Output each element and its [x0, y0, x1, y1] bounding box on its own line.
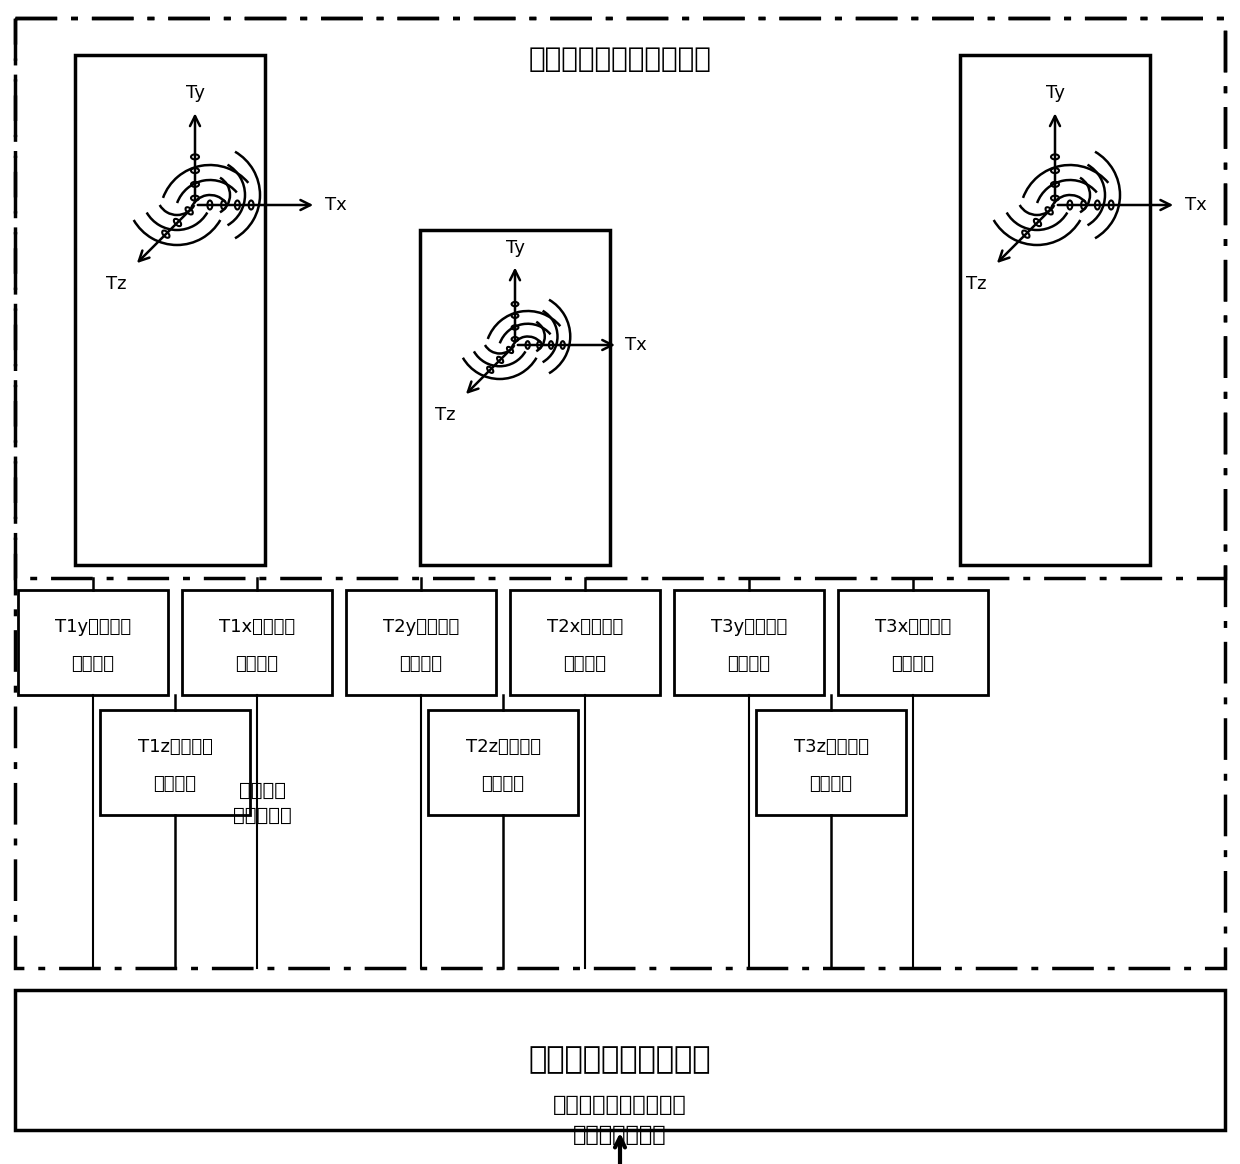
Text: Ty: Ty: [186, 84, 205, 101]
Text: Tz: Tz: [966, 275, 987, 293]
Bar: [15, 17, 1225, 968]
Text: 发生电路: 发生电路: [481, 774, 525, 793]
Text: T1x激励电流: T1x激励电流: [219, 618, 295, 636]
Text: T3x激励电流: T3x激励电流: [875, 618, 951, 636]
Text: 和功率控制指令: 和功率控制指令: [573, 1124, 667, 1145]
Bar: [960, 55, 1149, 565]
Bar: [182, 590, 332, 695]
Text: Tz: Tz: [435, 406, 456, 424]
Text: 发生电路: 发生电路: [563, 654, 606, 673]
Text: Ty: Ty: [1045, 84, 1064, 101]
Bar: [74, 55, 265, 565]
Text: Ty: Ty: [506, 239, 525, 257]
Text: 发生电路: 发生电路: [728, 654, 770, 673]
Bar: [100, 710, 250, 815]
Bar: [19, 590, 167, 695]
Text: 发生电路: 发生电路: [236, 654, 279, 673]
Text: 发生电路: 发生电路: [154, 774, 196, 793]
Text: 三轴正交磁场发射天线组: 三轴正交磁场发射天线组: [528, 45, 712, 73]
Bar: [428, 710, 578, 815]
Text: 发生电路: 发生电路: [892, 654, 935, 673]
Text: T3z激励电流: T3z激励电流: [794, 738, 868, 755]
Text: T2y激励电流: T2y激励电流: [383, 618, 459, 636]
Bar: [510, 590, 660, 695]
Text: Tx: Tx: [625, 336, 647, 354]
Text: 发生电路: 发生电路: [399, 654, 443, 673]
Text: Tz: Tz: [107, 275, 126, 293]
Text: 发生电路: 发生电路: [72, 654, 114, 673]
Text: 发生电路组: 发生电路组: [233, 805, 291, 824]
Text: T2x激励电流: T2x激励电流: [547, 618, 624, 636]
Text: Tx: Tx: [325, 196, 346, 214]
Bar: [756, 710, 906, 815]
Bar: [420, 230, 610, 565]
Text: T3y激励电流: T3y激励电流: [711, 618, 787, 636]
Bar: [15, 17, 1225, 579]
Text: Tx: Tx: [1184, 196, 1207, 214]
Text: 发生电路: 发生电路: [810, 774, 853, 793]
Bar: [838, 590, 988, 695]
Text: 上位机的频率控制指令: 上位机的频率控制指令: [553, 1095, 687, 1115]
Text: T1y激励电流: T1y激励电流: [55, 618, 131, 636]
Bar: [346, 590, 496, 695]
Bar: [675, 590, 825, 695]
Text: T2z激励电流: T2z激励电流: [465, 738, 541, 755]
Bar: [15, 991, 1225, 1130]
Text: T1z激励电流: T1z激励电流: [138, 738, 212, 755]
Text: 激励电流: 激励电流: [238, 781, 285, 800]
Text: 磁场频率功率控制单元: 磁场频率功率控制单元: [528, 1045, 712, 1074]
